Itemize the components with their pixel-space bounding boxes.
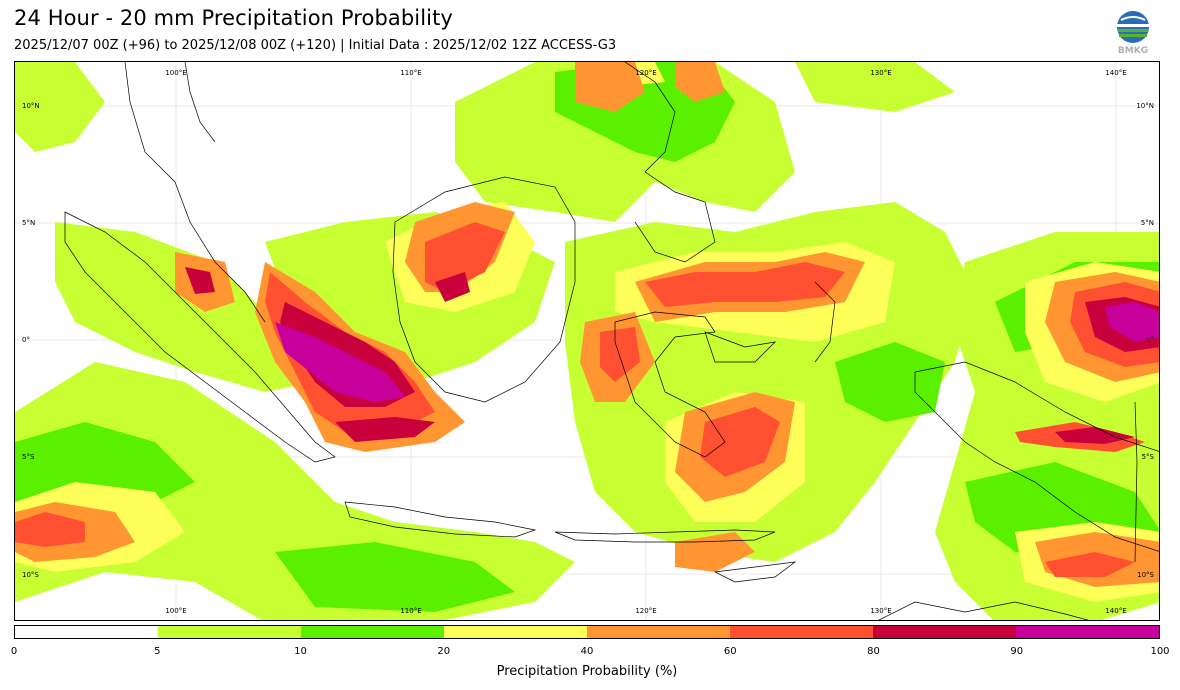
colorbar-tick-label: 80 xyxy=(867,646,880,657)
colorbar-tick-label: 60 xyxy=(723,646,737,657)
lat-label: 10°N xyxy=(22,102,40,110)
longitude-labels-bottom: 100°E 110°E 120°E 130°E 140°E xyxy=(165,607,1126,615)
lon-label: 110°E xyxy=(400,69,421,77)
lon-label: 100°E xyxy=(165,69,186,77)
colorbar-segment xyxy=(873,626,1016,638)
colorbar-segment xyxy=(301,626,444,638)
colorbar-segment xyxy=(730,626,873,638)
colorbar-tick-label: 100 xyxy=(1150,646,1170,657)
colorbar-segment xyxy=(15,626,158,638)
lon-label: 140°E xyxy=(1105,607,1126,615)
colorbar-tick-label: 0 xyxy=(10,646,18,657)
colorbar-segment xyxy=(158,626,301,638)
coastlines xyxy=(64,62,1159,620)
lat-label: 5°N xyxy=(1141,219,1154,227)
lat-label: 10°S xyxy=(1137,571,1154,579)
lat-label: 5°S xyxy=(1142,453,1155,461)
bmkg-logo: BMKG xyxy=(1117,11,1149,56)
lat-label: 10°S xyxy=(22,571,39,579)
colorbar-label: Precipitation Probability (%) xyxy=(496,664,678,679)
colorbar-tick-label: 5 xyxy=(154,646,161,657)
colorbar-tick-label: 90 xyxy=(1010,646,1024,657)
lat-label: 0° xyxy=(1146,336,1154,344)
colorbar-segment xyxy=(587,626,730,638)
latitude-labels-right: 10°N 5°N 0° 5°S 10°S xyxy=(1136,102,1154,579)
lon-label: 120°E xyxy=(635,607,656,615)
lon-label: 130°E xyxy=(870,607,891,615)
lat-label: 10°N xyxy=(1136,102,1154,110)
chart-subtitle: 2025/12/07 00Z (+96) to 2025/12/08 00Z (… xyxy=(14,38,617,53)
colorbar-tick-label: 20 xyxy=(437,646,451,657)
lat-label: 5°N xyxy=(22,219,35,227)
lon-label: 120°E xyxy=(635,69,656,77)
precipitation-map: 100°E 110°E 120°E 130°E 140°E 100°E 110°… xyxy=(14,61,1160,621)
logo-text: BMKG xyxy=(1118,46,1148,56)
lon-label: 140°E xyxy=(1105,69,1126,77)
lon-label: 100°E xyxy=(165,607,186,615)
prob-90-100-regions xyxy=(275,302,1159,402)
lon-label: 130°E xyxy=(870,69,891,77)
latitude-labels-left: 10°N 5°N 0° 5°S 10°S xyxy=(22,102,40,579)
lat-label: 0° xyxy=(22,336,30,344)
colorbar xyxy=(14,625,1160,639)
colorbar-segment xyxy=(444,626,587,638)
lon-label: 110°E xyxy=(400,607,421,615)
colorbar-tick-label: 10 xyxy=(294,646,307,657)
longitude-labels-top: 100°E 110°E 120°E 130°E 140°E xyxy=(165,69,1126,77)
colorbar-tick-label: 40 xyxy=(580,646,594,657)
map-canvas: 100°E 110°E 120°E 130°E 140°E 100°E 110°… xyxy=(15,62,1159,620)
chart-title: 24 Hour - 20 mm Precipitation Probabilit… xyxy=(14,6,453,30)
colorbar-segment xyxy=(1016,626,1159,638)
lat-label: 5°S xyxy=(22,453,35,461)
